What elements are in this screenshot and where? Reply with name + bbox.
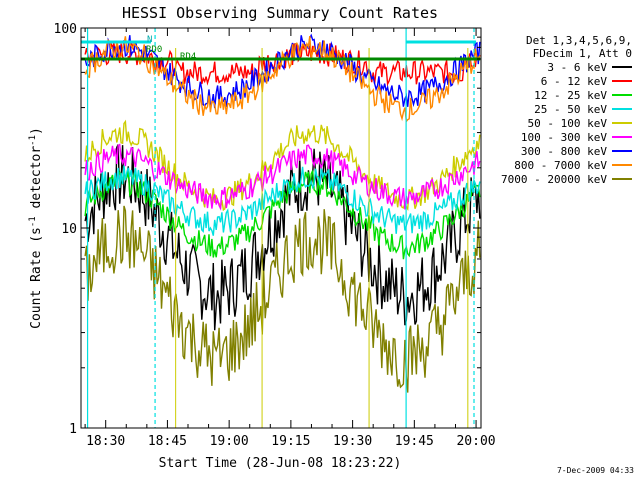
legend-swatch: [612, 122, 632, 124]
y-tick-label: 100: [54, 22, 77, 37]
series-line: [84, 205, 481, 393]
legend-entry: 3 - 6 keV: [482, 60, 632, 74]
legend-entry-label: 50 - 100 keV: [527, 116, 607, 130]
series-12-25-kev: [84, 170, 481, 260]
y-axis-label-close: ): [29, 127, 44, 135]
y-tick-label: 1: [69, 422, 77, 437]
plot-area: [81, 28, 481, 428]
chart-title: HESSI Observing Summary Count Rates: [122, 4, 438, 22]
legend-swatch: [612, 150, 632, 152]
legend-rows: 3 - 6 keV 6 - 12 keV 12 - 25 keV 25 - 50 ke…: [482, 60, 632, 186]
legend-entry: 100 - 300 keV: [482, 130, 632, 144]
x-tick-label: 18:45: [148, 434, 187, 449]
x-tick-label: 19:30: [333, 434, 372, 449]
legend-header-line-1: Det 1,3,4,5,6,9,: [526, 34, 632, 47]
x-tick-label: 18:30: [86, 434, 125, 449]
y-axis-label-tail: detector: [29, 146, 44, 217]
series-line: [84, 143, 481, 211]
legend-entry-label: 25 - 50 keV: [534, 102, 607, 116]
x-axis-ticks: 18:30 18:45 19:00 19:15 19:30 19:45 20:00: [84, 28, 496, 449]
legend-entry-label: 100 - 300 keV: [520, 130, 607, 144]
y-axis-label-main: Count Rate (s: [29, 227, 44, 329]
legend-swatch: [612, 80, 632, 82]
series-800-7000-kev: [84, 36, 481, 124]
legend-swatch: [612, 136, 632, 138]
x-tick-label: 19:00: [210, 434, 249, 449]
legend-swatch: [612, 94, 632, 96]
y-tick-label: 10: [61, 222, 77, 237]
x-axis-label: Start Time (28-Jun-08 18:23:22): [159, 456, 402, 471]
y-axis-label-sup: -1: [28, 216, 38, 227]
saa-label: N: [147, 35, 152, 45]
legend-swatch: [612, 164, 632, 166]
series-100-300-kev: [84, 143, 481, 211]
legend-entry: 6 - 12 keV: [482, 74, 632, 88]
legend-entry: 300 - 800 keV: [482, 144, 632, 158]
legend-swatch: [612, 66, 632, 68]
series-25-50-kev: [84, 165, 481, 236]
series-line: [84, 36, 481, 124]
x-tick-label: 19:15: [271, 434, 310, 449]
legend: Det 1,3,4,5,6,9, FDecim 1, Att 0 3 - 6 k…: [482, 34, 632, 186]
plot-frame: [80, 27, 482, 429]
series-7000-20000-kev: [84, 205, 481, 393]
legend-swatch: [612, 108, 632, 110]
series-line: [84, 165, 481, 236]
y-axis-ticks: 1 10 100: [54, 22, 481, 437]
legend-swatch: [612, 178, 632, 180]
y-axis-label-sup2: -1: [28, 135, 38, 146]
legend-entry: 800 - 7000 keV: [482, 158, 632, 172]
rd0-label: RD0: [146, 45, 162, 55]
legend-entry-label: 7000 - 20000 keV: [501, 172, 607, 186]
legend-entry: 7000 - 20000 keV: [482, 172, 632, 186]
legend-entry-label: 800 - 7000 keV: [514, 158, 607, 172]
rd4-label: RD4: [180, 52, 196, 62]
y-axis-label: Count Rate (s-1 detector-1): [28, 127, 44, 329]
x-tick-label: 20:00: [456, 434, 495, 449]
legend-entry-label: 3 - 6 keV: [547, 60, 607, 74]
series-line: [84, 170, 481, 260]
legend-entry: 50 - 100 keV: [482, 116, 632, 130]
series-line: [84, 33, 481, 109]
legend-entry-label: 300 - 800 keV: [520, 144, 607, 158]
legend-entry-label: 6 - 12 keV: [540, 74, 607, 88]
legend-entry: 12 - 25 keV: [482, 88, 632, 102]
series-300-800-kev: [84, 33, 481, 109]
legend-entry: 25 - 50 keV: [482, 102, 632, 116]
legend-header-line-2: FDecim 1, Att 0: [532, 47, 632, 60]
x-tick-label: 19:45: [395, 434, 434, 449]
footer-date: 7-Dec-2009 04:33: [556, 466, 634, 475]
legend-entry-label: 12 - 25 keV: [534, 88, 607, 102]
